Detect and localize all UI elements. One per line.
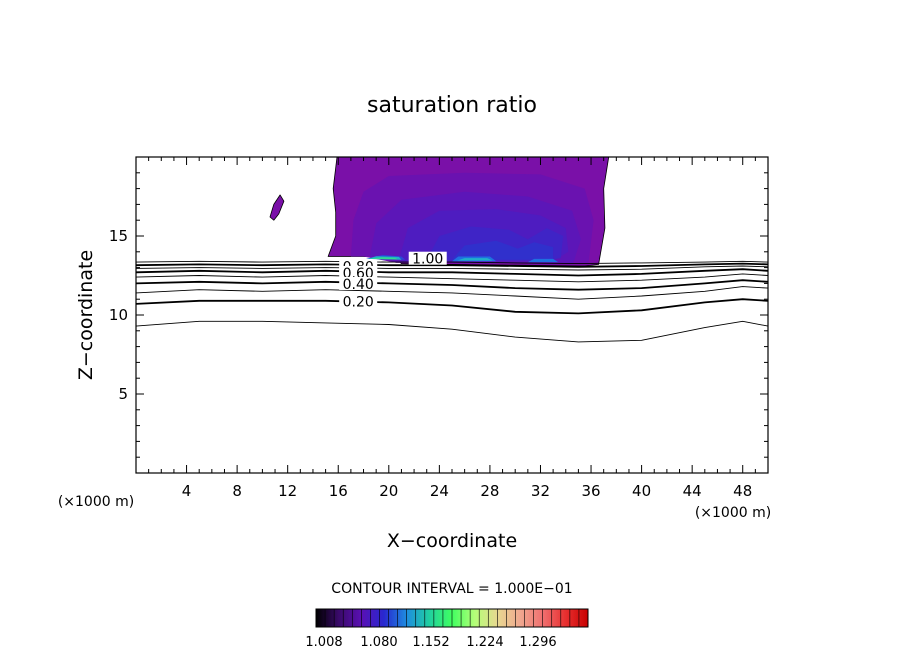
- contour-label-bg: [339, 276, 378, 290]
- x-tick-label: 4: [182, 482, 192, 500]
- colorbar-tick-label: 1.224: [466, 635, 503, 650]
- x-tick-label: 44: [683, 482, 702, 500]
- contour-label-bg: [339, 294, 378, 308]
- x-tick-label: 48: [733, 482, 752, 500]
- contour-line-7: [135, 262, 769, 268]
- x-units-label: (×1000 m): [695, 505, 771, 521]
- y-tick-label: 15: [109, 227, 128, 245]
- contour-label-bg: [339, 265, 378, 279]
- contour-line-1: [135, 298, 769, 315]
- x-tick-label: 20: [379, 482, 398, 500]
- colorbar-labels: 1.008 1.080 1.152 1.224 1.296: [305, 635, 556, 650]
- y-axis-label: Z−coordinate: [75, 250, 97, 380]
- x-tick-label: 16: [329, 482, 348, 500]
- y-tick-label: 10: [109, 306, 128, 324]
- y-tick-labels: 5 10 15: [109, 227, 128, 403]
- filled-region-11: [457, 258, 493, 261]
- filled-contours: [269, 156, 610, 267]
- x-tick-labels: 4 8 12 16 20 24 28 32 36 40 44 48: [182, 482, 752, 500]
- chart-title: saturation ratio: [367, 93, 537, 118]
- x-tick-label: 12: [278, 482, 297, 500]
- contour-lines: [135, 260, 769, 343]
- x-axis-label: X−coordinate: [387, 530, 517, 552]
- contour-label: 0.40: [343, 277, 374, 293]
- filled-region-6: [452, 240, 554, 260]
- contour-labels: 1.000.800.600.400.20: [339, 251, 447, 310]
- contour-line-5: [135, 268, 769, 277]
- filled-region-12: [369, 257, 398, 260]
- contour-label: 0.20: [343, 294, 374, 310]
- filled-region-1: [269, 194, 285, 221]
- contour-line-6: [135, 265, 769, 271]
- contour-interval-label: CONTOUR INTERVAL = 1.000E−01: [331, 581, 572, 597]
- y-tick-label: 5: [118, 385, 128, 403]
- contour-line-0: [135, 320, 769, 343]
- x-tick-label: 40: [632, 482, 651, 500]
- contour-line-8: [135, 260, 769, 265]
- x-tick-label: 36: [581, 482, 600, 500]
- contour-label-bg: [408, 251, 447, 265]
- colorbar-tick-label: 1.296: [519, 635, 556, 650]
- axis-ticks: [136, 157, 768, 473]
- filled-region-9: [527, 258, 559, 263]
- contour-line-4: [135, 273, 769, 283]
- colorbar-tick-label: 1.080: [360, 635, 397, 650]
- contour-line-2: [135, 286, 769, 300]
- colorbar-frame: [315, 608, 589, 628]
- x-tick-label: 24: [430, 482, 449, 500]
- z-units-label: (×1000 m): [58, 494, 134, 510]
- colorbar-tick-label: 1.008: [305, 635, 342, 650]
- x-tick-label: 28: [480, 482, 499, 500]
- x-tick-label: 32: [531, 482, 550, 500]
- colorbar: [316, 609, 588, 627]
- colorbar-tick-label: 1.152: [412, 635, 449, 650]
- x-tick-label: 8: [232, 482, 242, 500]
- contour-line-3: [135, 279, 769, 291]
- contour-label: 1.00: [412, 252, 443, 268]
